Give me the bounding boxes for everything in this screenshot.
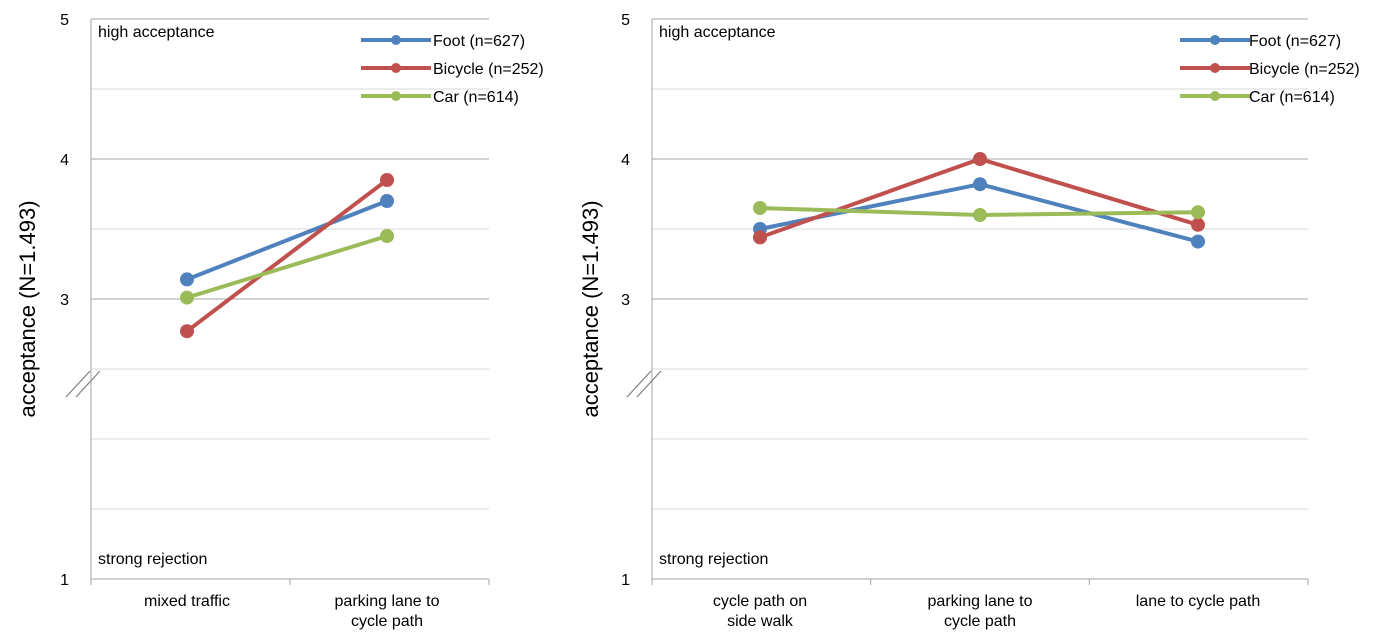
y-tick-label: 4: [60, 152, 69, 169]
legend-swatch-marker: [1210, 35, 1220, 45]
top-note: high acceptance: [98, 24, 215, 41]
series-line: [185, 234, 389, 300]
x-tick-label: cycle path on side walk: [713, 593, 807, 630]
legend-label: Car (n=614): [1249, 89, 1335, 106]
bottom-note: strong rejection: [98, 551, 207, 568]
legend-swatch-marker: [1210, 63, 1220, 73]
bottom-note: strong rejection: [659, 551, 768, 568]
y-tick-label: 4: [621, 152, 630, 169]
data-point: [1191, 205, 1205, 220]
chart-2: 1 3 4 5 acceptance (N=1.493) high acceptance s…: [578, 12, 1360, 630]
x-tick-label: lane to cycle path: [1136, 593, 1261, 610]
y-tick-label: 1: [60, 572, 69, 589]
x-tick-label: parking lane to cycle path: [335, 593, 440, 630]
data-point: [973, 152, 987, 166]
data-point: [753, 230, 767, 245]
x-tick-label: parking lane to cycle path: [928, 593, 1033, 630]
legend-swatch-marker: [391, 63, 401, 73]
legend-swatch-marker: [1210, 91, 1220, 101]
axis-break-mark: [75, 370, 101, 398]
top-note: high acceptance: [659, 24, 776, 41]
data-point: [753, 201, 767, 215]
data-point: [1191, 217, 1205, 232]
y-axis-label: acceptance (N=1.493): [578, 200, 603, 417]
axis-break-mark: [626, 370, 652, 398]
y-tick-label: 5: [621, 12, 630, 29]
data-point: [180, 290, 194, 305]
series-line: [185, 178, 389, 334]
legend-label: Bicycle (n=252): [1249, 61, 1360, 78]
data-point: [380, 229, 394, 243]
y-axis-label: acceptance (N=1.493): [15, 200, 40, 417]
data-point: [380, 194, 394, 208]
legend-label: Car (n=614): [433, 89, 519, 106]
y-tick-label: 5: [60, 12, 69, 29]
legend-label: Foot (n=627): [433, 33, 525, 50]
axis-break-mark: [65, 370, 91, 398]
data-point: [180, 272, 194, 287]
data-point: [1191, 234, 1205, 249]
legend-label: Foot (n=627): [1249, 33, 1341, 50]
data-point: [973, 177, 987, 192]
x-tick-label: mixed traffic: [144, 593, 230, 610]
legend-swatch-marker: [391, 35, 401, 45]
axis-break-mark: [636, 370, 662, 398]
y-tick-label: 3: [621, 292, 630, 309]
y-tick-label: 1: [621, 572, 630, 589]
data-point: [973, 208, 987, 222]
legend-label: Bicycle (n=252): [433, 61, 544, 78]
y-tick-label: 3: [60, 292, 69, 309]
data-point: [180, 324, 194, 339]
series-line: [185, 199, 389, 282]
chart-1: 1 3 4 5 acceptance (N=1.493) high acceptance s…: [15, 12, 544, 630]
data-point: [380, 173, 394, 187]
legend-swatch-marker: [391, 91, 401, 101]
